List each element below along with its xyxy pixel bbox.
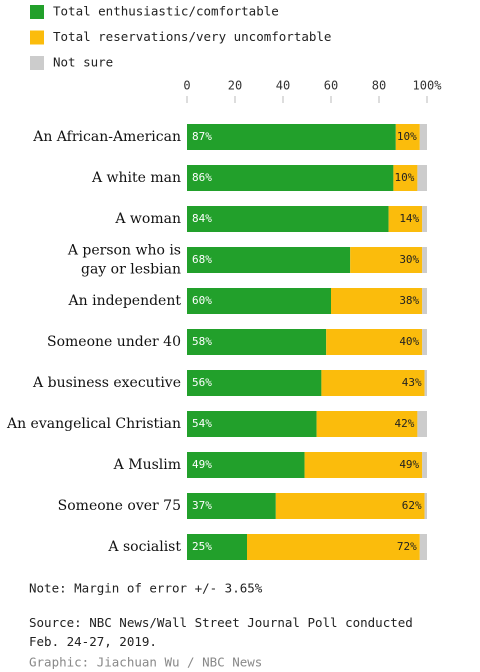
category-label: A Muslim — [113, 457, 181, 473]
bar-segment — [424, 370, 427, 396]
bar-segment — [187, 165, 394, 191]
category-label: An independent — [68, 293, 182, 309]
value-label: 30% — [399, 253, 419, 266]
x-tick-label: 60 — [324, 79, 338, 93]
bar-segment — [331, 288, 423, 314]
bar-segment — [187, 288, 331, 314]
category-label: A business executive — [32, 375, 181, 391]
category-label: A person who is gay or lesbian — [67, 243, 181, 278]
category-label: Someone under 40 — [47, 334, 181, 350]
bar-segment — [187, 534, 247, 560]
bar-segment — [424, 493, 427, 519]
bar-segment — [247, 534, 420, 560]
value-label: 43% — [402, 376, 422, 389]
bar-segment — [187, 370, 322, 396]
bar-segment — [187, 493, 276, 519]
value-label: 10% — [397, 130, 417, 143]
category-label: A socialist — [107, 539, 181, 555]
x-tick-label: 80 — [372, 79, 386, 93]
bar-segment — [321, 370, 425, 396]
value-label: 62% — [402, 499, 422, 512]
bar-segment — [326, 329, 423, 355]
bar-segment — [417, 165, 427, 191]
value-label: 40% — [399, 335, 419, 348]
legend-swatch — [30, 5, 44, 19]
value-label: 37% — [192, 499, 212, 512]
category-label: An African-American — [32, 129, 181, 145]
value-label: 68% — [192, 253, 212, 266]
legend-label: Total enthusiastic/comfortable — [53, 4, 279, 19]
value-label: 25% — [192, 540, 212, 553]
category-label: Someone over 75 — [58, 498, 181, 514]
bar-segment — [388, 206, 423, 232]
category-label: A white man — [91, 170, 181, 186]
bar-segment — [316, 411, 418, 437]
category-label: An evangelical Christian — [6, 416, 181, 432]
x-tick-label: 20 — [228, 79, 242, 93]
bar-segment — [422, 452, 427, 478]
bar-segment — [187, 206, 389, 232]
bar-segment — [187, 124, 396, 150]
bar-segment — [393, 165, 418, 191]
value-label: 38% — [399, 294, 419, 307]
value-label: 49% — [192, 458, 212, 471]
note: Note: Margin of error +/- 3.65% — [29, 581, 263, 596]
value-label: 84% — [192, 212, 212, 225]
bar-segment — [419, 124, 427, 150]
bar-segment — [350, 247, 423, 273]
source: Source: NBC News/Wall Street Journal Pol… — [29, 615, 413, 649]
bar-segment — [422, 247, 427, 273]
x-tick-label: 40 — [276, 79, 290, 93]
bar-segment — [304, 452, 423, 478]
bar-segment — [422, 288, 427, 314]
legend-label: Total reservations/very uncomfortable — [53, 29, 331, 44]
legend-swatch — [30, 56, 44, 70]
value-label: 56% — [192, 376, 212, 389]
legend-swatch — [30, 30, 44, 45]
bar-segment — [187, 411, 317, 437]
bar-segment — [422, 329, 427, 355]
value-label: 58% — [192, 335, 212, 348]
bar-segment — [187, 247, 351, 273]
value-label: 14% — [399, 212, 419, 225]
category-label: A woman — [114, 211, 181, 227]
bar-segment — [187, 452, 305, 478]
x-tick-label: 0 — [183, 79, 190, 93]
bar-segment — [275, 493, 425, 519]
value-label: 10% — [395, 171, 415, 184]
x-tick-label: 100% — [413, 79, 443, 93]
bar-segment — [417, 411, 427, 437]
bar-segment — [422, 206, 427, 232]
value-label: 87% — [192, 130, 212, 143]
bar-segment — [187, 329, 327, 355]
value-label: 86% — [192, 171, 212, 184]
bar-segment — [395, 124, 420, 150]
value-label: 49% — [399, 458, 419, 471]
legend-label: Not sure — [53, 55, 113, 70]
value-label: 54% — [192, 417, 212, 430]
credit: Graphic: Jiachuan Wu / NBC News — [29, 655, 262, 670]
value-label: 72% — [397, 540, 417, 553]
bar-segment — [419, 534, 427, 560]
value-label: 60% — [192, 294, 212, 307]
value-label: 42% — [395, 417, 415, 430]
